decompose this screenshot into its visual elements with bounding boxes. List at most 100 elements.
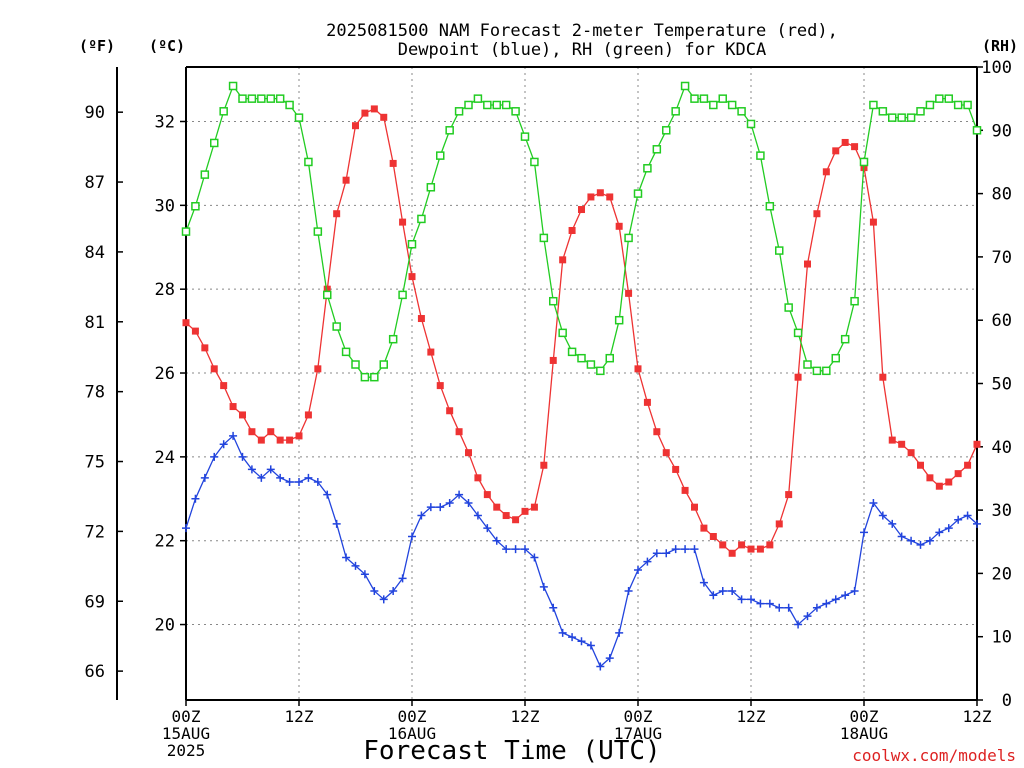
dewpoint-point [963,511,972,520]
temperature-point [869,218,877,226]
dewpoint-point [558,628,567,637]
rh-unit-label: (RH) [982,37,1018,55]
dewpoint-point [521,545,529,554]
dewpoint-point [944,524,953,533]
dewpoint-point [916,540,925,549]
x-tick-label: 16AUG [388,724,436,743]
dewpoint-point [869,498,878,507]
dewpoint-point [747,595,755,604]
dewpoint-point [822,599,831,608]
x-tick-label: 00Z [172,707,201,726]
rh-point [530,157,539,167]
rh-point [662,126,671,135]
temperature-point [408,273,416,281]
temperature-point [521,507,529,515]
temperature-point [832,147,840,155]
temperature-point [643,398,651,406]
dewpoint-point [662,549,671,558]
dewpoint-point [803,612,812,621]
rh-point [859,157,869,167]
temperature-point [917,461,924,469]
temperature-point [578,206,585,214]
rh-point [737,107,746,116]
rh-point [614,315,624,325]
dewpoint-point [756,599,765,608]
rh-point [323,290,332,300]
fahrenheit-tick-label: 84 [85,243,105,263]
rh-point [577,353,586,363]
dewpoint-point [417,511,426,520]
temperature-point [888,436,896,444]
temperature-line [185,108,978,555]
temperature-point [286,436,294,444]
celsius-tick-label: 30 [155,196,175,216]
dewpoint-point [681,545,690,554]
temperature-point [352,122,359,130]
celsius-tick-label: 24 [155,448,175,468]
rh-point [671,107,680,116]
temperature-point [964,461,972,469]
temperature-point [220,382,228,390]
dewpoint-point [492,536,501,545]
rh-point [501,100,511,110]
temperature-point [314,365,322,373]
rh-point [888,113,897,122]
x-tick-label: 12Z [511,707,540,726]
celsius-unit-label: (ºC) [149,37,185,55]
rh-point [906,113,916,122]
x-tick-label: 00Z [398,707,427,726]
temperature-point [229,403,237,411]
dewpoint-point [247,465,256,474]
rh-point [360,372,370,382]
rh-point [699,94,709,103]
fahrenheit-tick-label: 78 [85,383,105,403]
rh-point [558,328,567,338]
dewpoint-point [596,662,605,671]
rh-point [596,366,605,376]
x-tick-label: 15AUG [162,724,210,743]
rh-point [652,145,662,154]
rh-point [436,151,445,160]
dewpoint-point [907,536,916,545]
dewpoint-point [634,566,642,575]
dewpoint-point [295,478,303,487]
temperature-point [512,516,520,524]
temperature-point [681,486,689,494]
temperature-point [191,327,199,335]
rh-point [709,100,718,110]
temperature-point [474,474,482,482]
temperature-point [380,113,388,121]
rh-point [972,126,982,135]
dewpoint-point [605,654,614,663]
rh-point [897,113,906,122]
rh-line [185,84,978,378]
dewpoint-point [229,431,238,440]
temperature-point [417,315,425,323]
temperature-point [502,512,510,520]
rh-point [285,100,294,110]
rh-point [953,100,963,110]
dewpoint-point [530,553,539,562]
dewpoint-point [615,628,624,637]
temperature-point [427,348,435,356]
dewpoint-point [313,478,322,487]
rh-point [840,334,850,344]
dewpoint-point [775,603,784,612]
dewpoint-point [765,599,774,608]
temperature-point [709,533,717,541]
dewpoint-point [643,557,652,566]
rh-point [850,296,859,306]
dewpoint-point [860,528,868,537]
temperature-point [766,541,774,549]
rh-tick-label: 30 [992,501,1012,521]
dewpoint-point [332,519,341,528]
dewpoint-point [191,494,200,503]
celsius-tick-label: 32 [155,112,175,132]
celsius-tick-label: 28 [155,280,175,300]
temperature-point [493,503,501,511]
dewpoint-point [389,587,398,596]
series-temperature [182,105,981,557]
x-tick-label: 12Z [285,707,314,726]
temperature-point [540,461,548,469]
temperature-point [304,411,312,419]
